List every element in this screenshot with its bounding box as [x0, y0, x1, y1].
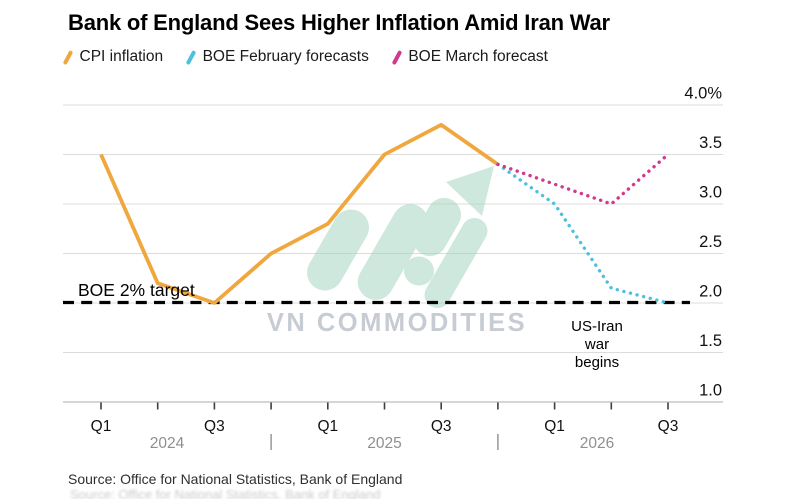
y-axis-label: 1.5: [699, 332, 722, 350]
x-axis-label: Q1: [544, 418, 565, 435]
y-axis-label: 2.0: [699, 283, 722, 301]
source-note: Source: Office for National Statistics, …: [68, 471, 403, 487]
x-axis-label: Q3: [431, 418, 452, 435]
x-axis-label: Q1: [317, 418, 338, 435]
chart-title: Bank of England Sees Higher Inflation Am…: [68, 10, 610, 35]
series-lines: [99, 122, 670, 305]
x-axis-label: Q3: [658, 418, 679, 435]
logo-bar-icon: [413, 197, 461, 257]
watermark-logo: [307, 166, 494, 309]
legend-label: BOE March forecast: [408, 48, 548, 65]
x-axis-label: Q3: [204, 418, 225, 435]
target-line-label: BOE 2% target: [78, 280, 195, 300]
legend-label: CPI inflation: [79, 48, 164, 65]
y-axis-label: 2.5: [699, 233, 722, 251]
logo-dot-icon: [404, 256, 434, 286]
series-line-cpi-inflation: [99, 122, 499, 305]
legend-item-boe-february-forecasts: BOE February forecasts: [185, 48, 369, 66]
y-axis-label: 1.0: [699, 382, 722, 400]
legend: CPI inflation BOE February forecasts BOE…: [62, 48, 548, 66]
logo-bar-icon: [357, 204, 429, 300]
y-axis-label: 3.5: [699, 134, 722, 152]
year-label: 2026: [580, 435, 614, 452]
watermark-text: VN COMMODITIES: [267, 309, 527, 337]
annotation-line: war: [584, 336, 609, 353]
series-line-boe-march-forecast: [496, 152, 670, 206]
annotation-line: begins: [575, 354, 619, 371]
legend-item-cpi-inflation: CPI inflation: [62, 48, 164, 66]
legend-item-boe-march-forecast: BOE March forecast: [391, 48, 548, 66]
annotation-line: US-Iran: [571, 318, 623, 335]
y-axis-label: 4.0%: [684, 85, 722, 103]
legend-label: BOE February forecasts: [202, 48, 369, 65]
logo-arrow-head-icon: [446, 166, 494, 216]
year-label: 2025: [367, 435, 401, 452]
x-axis-label: Q1: [91, 418, 112, 435]
source-note-reflection: Source: Office for National Statistics, …: [70, 487, 381, 499]
logo-arrow-shaft-icon: [424, 217, 488, 309]
axes: 4.0% 3.5 3.0 2.5 2.0 1.5 1.0 Q1 Q3 Q1 Q3 Q1 Q3 2024 20…: [91, 85, 723, 453]
series-line-boe-february-forecasts: [496, 162, 670, 305]
year-label: 2024: [150, 435, 185, 452]
logo-bar-icon: [307, 209, 369, 291]
y-axis-label: 3.0: [699, 184, 722, 202]
